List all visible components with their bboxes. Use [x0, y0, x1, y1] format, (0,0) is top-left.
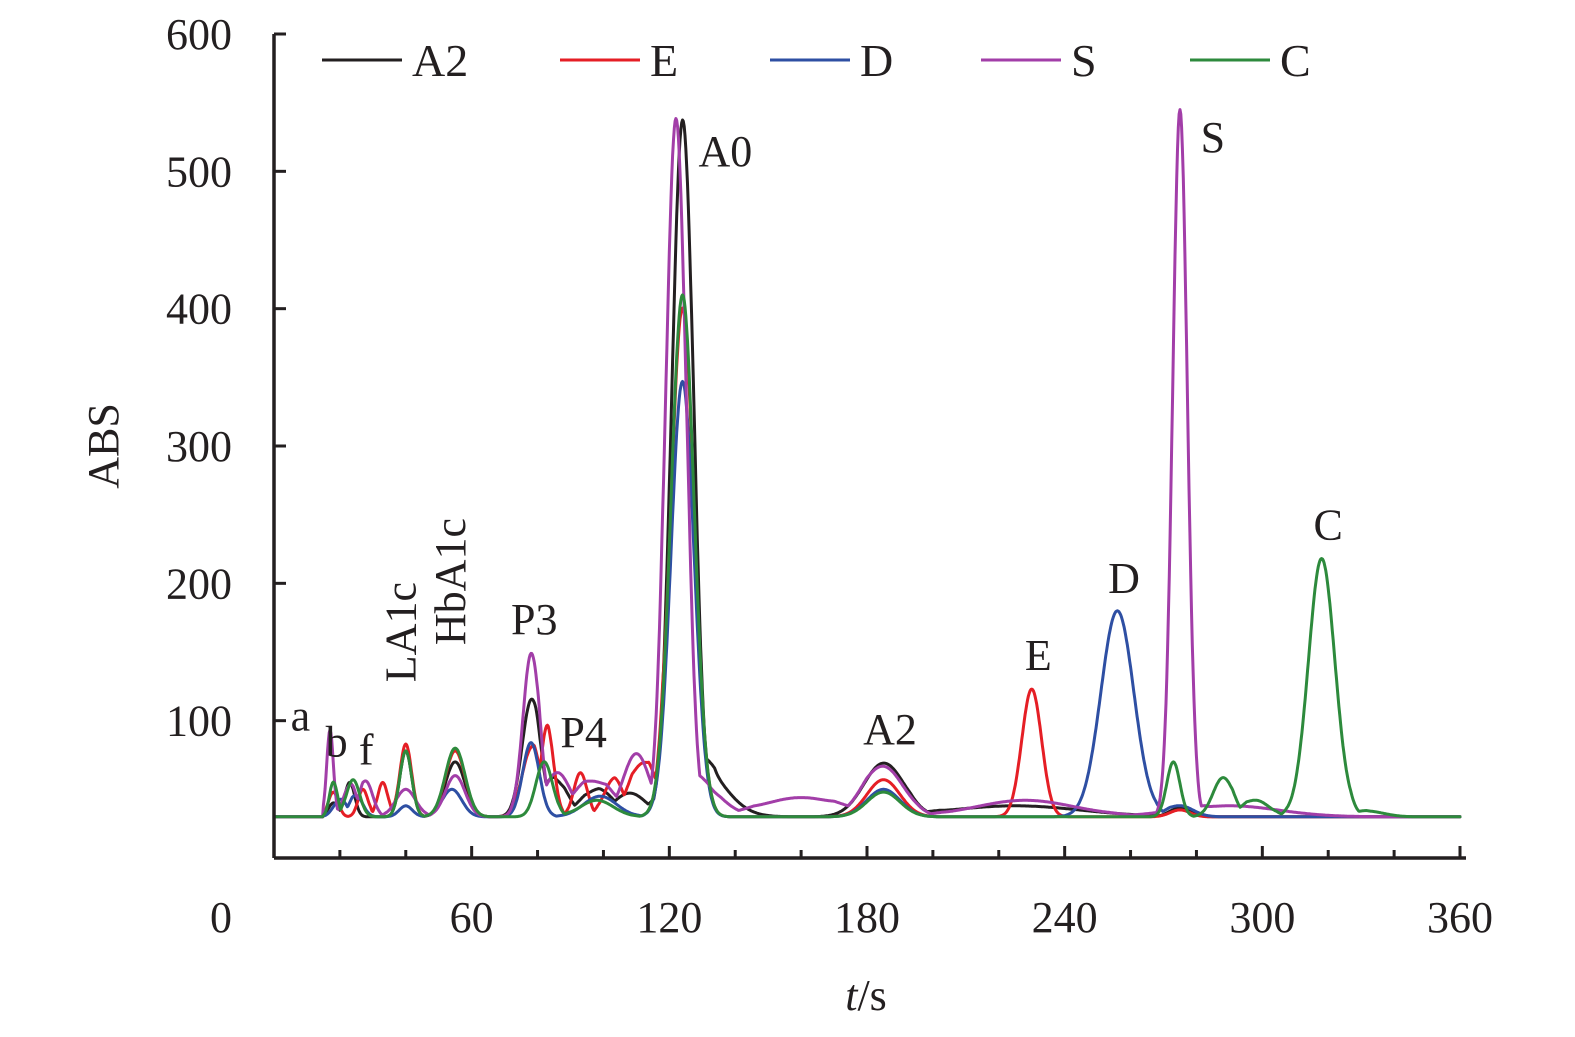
peak-label: P4 [560, 708, 606, 757]
legend-item-s: S [981, 35, 1097, 86]
peak-label: b [326, 717, 348, 766]
legend-label: A2 [412, 35, 468, 86]
peak-label: LA1c [377, 582, 426, 682]
x-axis-title: t/s [845, 971, 887, 1020]
series-line-s [272, 108, 1462, 819]
x-tick-label: 240 [1032, 893, 1098, 942]
peak-label: f [359, 726, 374, 775]
x-axis-title-italic: t [845, 971, 859, 1020]
legend-item-c: C [1190, 35, 1311, 86]
x-tick-label: 120 [636, 893, 702, 942]
x-tick-label: 360 [1427, 893, 1493, 942]
x-tick-label: 180 [834, 893, 900, 942]
x-tick-label: 300 [1229, 893, 1295, 942]
legend-label: S [1071, 35, 1097, 86]
y-axis-title: ABS [79, 403, 128, 489]
y-tick-label: 600 [166, 10, 232, 59]
peak-label: S [1201, 113, 1225, 162]
peak-label: D [1108, 554, 1140, 603]
peak-label: HbA1c [426, 518, 475, 645]
legend: A2 E D S C [322, 35, 1311, 86]
peak-label: C [1314, 500, 1343, 549]
y-tick-label: 200 [166, 559, 232, 608]
y-tick-label: 500 [166, 147, 232, 196]
legend-item-d: D [770, 35, 893, 86]
x-tick-label: 0 [210, 893, 232, 942]
ticks [274, 32, 1462, 858]
x-tick-label: 60 [450, 893, 494, 942]
series-line-c [272, 293, 1462, 819]
legend-label: C [1280, 35, 1311, 86]
peak-label: P3 [511, 595, 557, 644]
x-axis-title-unit: /s [857, 971, 886, 1020]
peak-label: a [291, 691, 311, 740]
peak-label: A2 [863, 705, 917, 754]
peak-label: A0 [698, 127, 752, 176]
tick-labels: 100 200 300 400 500 600 0 60 120 180 240 300 360 [166, 10, 1493, 942]
peak-label: E [1025, 631, 1052, 680]
y-tick-label: 100 [166, 697, 232, 746]
legend-label: E [650, 35, 678, 86]
legend-item-e: E [560, 35, 678, 86]
y-tick-label: 300 [166, 422, 232, 471]
legend-label: D [860, 35, 893, 86]
legend-item-a2: A2 [322, 35, 468, 86]
y-tick-label: 400 [166, 285, 232, 334]
series-group [272, 108, 1462, 819]
